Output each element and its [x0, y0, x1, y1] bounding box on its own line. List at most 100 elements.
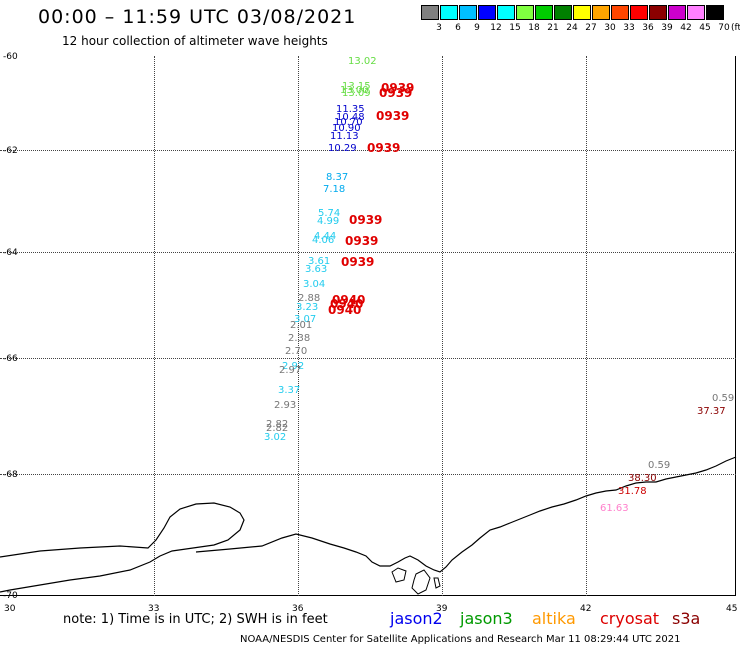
map-frame	[0, 56, 736, 596]
wave-height-label: 0.59	[712, 393, 735, 404]
legend-label: 33	[623, 23, 635, 33]
grid-line-v	[298, 56, 299, 596]
legend-label: 3	[436, 23, 442, 33]
legend-swatch	[554, 5, 572, 20]
wave-height-label: 10.70	[334, 117, 363, 128]
grid-line-h	[0, 474, 736, 475]
wave-height-label: 2.82	[266, 423, 289, 434]
wave-height-label: 3.63	[305, 264, 328, 275]
satellite-altika: altika	[532, 609, 576, 628]
legend-swatch	[459, 5, 477, 20]
x-label: 36	[292, 604, 304, 614]
legend-label: 21	[547, 23, 559, 33]
legend-swatch	[573, 5, 591, 20]
y-label: -60	[3, 52, 18, 62]
wave-height-label: 3.61	[308, 256, 331, 267]
note-text: note: 1) Time is in UTC; 2) SWH is in fe…	[63, 612, 328, 627]
wave-height-label: 8.37	[326, 172, 349, 183]
wave-height-label: 7.18	[323, 184, 346, 195]
legend-swatch	[649, 5, 667, 20]
legend-swatch	[440, 5, 458, 20]
legend-swatch	[421, 5, 439, 20]
time-label: 0939	[345, 234, 379, 248]
legend-label: 12	[490, 23, 502, 33]
wave-height-label: 4.99	[317, 216, 340, 227]
time-label: 0939	[349, 213, 383, 227]
y-label: -68	[3, 470, 18, 480]
wave-height-label: 37.37	[697, 406, 726, 417]
legend-swatch	[497, 5, 515, 20]
legend-label: 18	[528, 23, 540, 33]
page-title: 00:00 – 11:59 UTC 03/08/2021	[38, 6, 357, 28]
satellite-cryosat: cryosat	[600, 609, 660, 628]
wave-height-label: 2.82	[266, 419, 289, 430]
grid-line-h	[0, 252, 736, 253]
wave-height-label: 31.78	[618, 486, 647, 497]
wave-height-label: 3.04	[303, 279, 326, 290]
legend-label: 6	[455, 23, 461, 33]
x-label: 45	[726, 604, 738, 614]
x-label: 39	[436, 604, 448, 614]
wave-height-label: 2.93	[274, 400, 297, 411]
legend-label: 30	[604, 23, 616, 33]
y-label: -64	[3, 248, 18, 258]
wave-height-label: 4.44	[314, 231, 337, 242]
legend-swatch	[706, 5, 724, 20]
wave-height-label: 2.38	[288, 333, 311, 344]
wave-height-label: 13.09	[342, 88, 371, 99]
grid-line-v	[442, 56, 443, 596]
y-label: -62	[3, 146, 18, 156]
wave-height-label: 4.06	[312, 235, 335, 246]
legend-swatch	[592, 5, 610, 20]
wave-height-label: 13.15	[342, 81, 371, 92]
grid-line-h	[0, 358, 736, 359]
legend-label: 9	[474, 23, 480, 33]
legend-swatch	[535, 5, 553, 20]
wave-height-label: 13.02	[348, 56, 377, 67]
page-subtitle: 12 hour collection of altimeter wave hei…	[62, 34, 328, 48]
satellite-jason3: jason3	[460, 609, 513, 628]
x-label: 33	[148, 604, 160, 614]
wave-height-label: 11.13	[330, 131, 359, 142]
legend-swatch	[516, 5, 534, 20]
legend-label: 15	[509, 23, 521, 33]
legend-unit: (ft)	[731, 23, 740, 33]
satellite-s3a: s3a	[672, 609, 701, 628]
wave-height-label: 10.29	[328, 143, 357, 154]
credit-line: NOAA/NESDIS Center for Satellite Applica…	[240, 634, 681, 645]
wave-height-label: 2.70	[285, 346, 308, 357]
wave-height-label: 13.00	[340, 85, 369, 96]
wave-height-label: 3.37	[278, 385, 301, 396]
wave-height-label: 61.63	[600, 503, 629, 514]
time-label: 0939	[367, 141, 401, 155]
time-label: 0939	[376, 109, 410, 123]
y-label: -66	[3, 354, 18, 364]
time-label: 0940	[330, 297, 364, 311]
wave-height-label: 2.01	[290, 320, 313, 331]
wave-height-label: 10.90	[332, 123, 361, 134]
wave-height-label: 10.48	[336, 112, 365, 123]
wave-height-label: 2.92	[282, 361, 305, 372]
wave-height-label: 38.30	[628, 473, 657, 484]
legend-label: 24	[566, 23, 578, 33]
wave-height-label: 3.23	[296, 302, 319, 313]
legend-swatch	[668, 5, 686, 20]
satellite-jason2: jason2	[390, 609, 443, 628]
time-label: 0939	[381, 81, 415, 95]
legend-swatch	[630, 5, 648, 20]
legend-swatch	[611, 5, 629, 20]
legend-swatch	[478, 5, 496, 20]
wave-height-label: 2.97	[279, 365, 302, 376]
time-label: 0940	[332, 293, 366, 307]
legend-label: 45	[699, 23, 711, 33]
grid-line-h	[0, 150, 736, 151]
wave-height-label: 0.59	[648, 460, 671, 471]
wave-height-label: 2.88	[298, 293, 321, 304]
wave-height-label: 5.74	[318, 208, 341, 219]
legend-label: 39	[661, 23, 673, 33]
time-label: 0940	[328, 303, 362, 317]
x-label: 42	[580, 604, 592, 614]
legend-label: 36	[642, 23, 654, 33]
